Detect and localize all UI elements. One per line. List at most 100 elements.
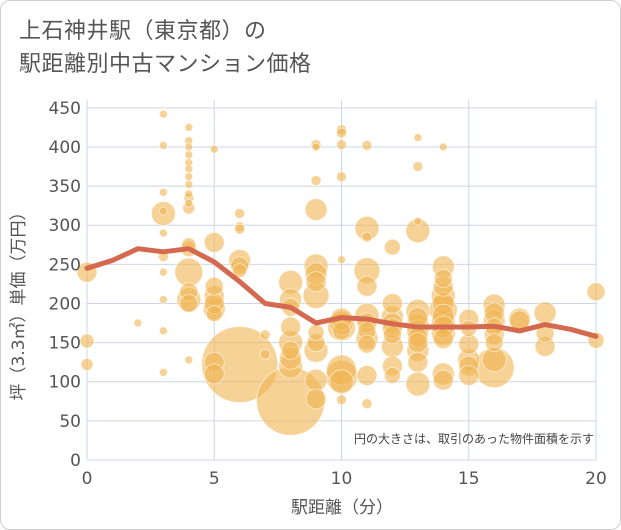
data-point bbox=[329, 369, 354, 395]
data-point bbox=[307, 323, 325, 341]
data-point bbox=[432, 369, 454, 391]
data-point bbox=[234, 223, 246, 235]
data-point bbox=[407, 351, 429, 373]
data-point bbox=[381, 292, 403, 314]
data-point bbox=[383, 238, 401, 256]
data-point bbox=[438, 142, 448, 152]
data-point bbox=[205, 305, 223, 323]
data-point bbox=[533, 301, 557, 325]
data-point bbox=[79, 333, 95, 349]
chart-title-line2: 駅距離別中古マンション価格 bbox=[19, 52, 312, 77]
data-point bbox=[184, 172, 194, 182]
data-point bbox=[259, 329, 271, 341]
data-point bbox=[203, 363, 225, 385]
trend-line bbox=[84, 246, 599, 339]
data-point bbox=[184, 150, 194, 160]
data-point bbox=[405, 371, 431, 397]
data-point bbox=[304, 198, 328, 222]
x-axis-title: 駅距離（分） bbox=[291, 498, 393, 518]
data-point bbox=[336, 139, 347, 151]
data-point bbox=[361, 398, 373, 410]
data-point bbox=[174, 257, 204, 287]
data-point bbox=[259, 348, 271, 360]
data-point bbox=[484, 333, 504, 353]
data-point bbox=[158, 295, 168, 305]
x-tick-label: 15 bbox=[458, 469, 480, 489]
x-tick-labels: 0 5 10 15 20 bbox=[82, 469, 607, 489]
data-point bbox=[158, 109, 168, 119]
data-point bbox=[304, 368, 328, 392]
y-tick-label: 450 bbox=[49, 99, 81, 119]
data-point bbox=[80, 358, 94, 372]
y-tick-label: 350 bbox=[49, 177, 81, 197]
data-point bbox=[204, 276, 224, 296]
data-point bbox=[158, 267, 168, 277]
data-point bbox=[280, 316, 302, 338]
data-point bbox=[158, 367, 168, 377]
data-point bbox=[209, 144, 219, 154]
data-point bbox=[336, 171, 347, 183]
data-point bbox=[432, 328, 454, 350]
data-point bbox=[184, 198, 194, 208]
data-point bbox=[356, 364, 378, 386]
data-point bbox=[305, 388, 327, 410]
x-tick-label: 0 bbox=[82, 469, 93, 489]
x-tick-label: 5 bbox=[209, 469, 220, 489]
data-point bbox=[407, 332, 429, 354]
data-point bbox=[383, 366, 401, 384]
y-tick-label: 100 bbox=[49, 373, 81, 393]
y-axis-title: 坪（3.3㎡）単価（万円） bbox=[9, 203, 29, 400]
data-point bbox=[158, 206, 168, 216]
data-point bbox=[361, 139, 373, 151]
data-point bbox=[158, 187, 168, 197]
x-tick-label: 20 bbox=[585, 469, 607, 489]
data-point bbox=[337, 255, 346, 265]
chart-title: 上石神井駅（東京都）の 駅距離別中古マンション価格 bbox=[19, 15, 579, 81]
y-tick-label: 300 bbox=[49, 216, 81, 236]
y-tick-labels: 0 50 100 150 200 250 300 350 400 450 bbox=[49, 99, 81, 471]
y-tick-label: 250 bbox=[49, 255, 81, 275]
data-point bbox=[412, 161, 424, 173]
data-point bbox=[310, 175, 322, 187]
chart-title-line1: 上石神井駅（東京都）の bbox=[19, 19, 267, 44]
data-point bbox=[201, 326, 279, 404]
data-point bbox=[203, 231, 225, 253]
data-point bbox=[158, 326, 168, 336]
data-point bbox=[281, 340, 301, 360]
data-point bbox=[158, 228, 168, 238]
data-point bbox=[336, 394, 347, 406]
data-point bbox=[158, 140, 168, 150]
data-point bbox=[305, 271, 327, 293]
data-point bbox=[311, 142, 321, 152]
data-point bbox=[361, 231, 373, 243]
data-point bbox=[133, 318, 143, 328]
x-tick-label: 10 bbox=[331, 469, 353, 489]
data-point bbox=[413, 133, 423, 143]
data-point bbox=[184, 142, 194, 152]
data-point bbox=[234, 207, 246, 219]
data-point bbox=[184, 122, 194, 132]
data-point bbox=[413, 216, 423, 226]
y-tick-label: 400 bbox=[49, 138, 81, 158]
y-tick-label: 200 bbox=[49, 294, 81, 314]
data-point bbox=[184, 355, 194, 365]
data-point bbox=[458, 333, 480, 355]
data-point bbox=[336, 127, 347, 139]
grid-lines bbox=[86, 100, 597, 461]
y-tick-label: 150 bbox=[49, 334, 81, 354]
data-point bbox=[184, 180, 194, 190]
data-point bbox=[357, 334, 377, 354]
data-point bbox=[184, 164, 194, 174]
data-point bbox=[179, 293, 199, 313]
data-point bbox=[232, 263, 248, 279]
y-tick-label: 0 bbox=[70, 451, 81, 471]
y-tick-label: 50 bbox=[59, 412, 81, 432]
size-note: 円の大きさは、取引のあった物件面積を示す bbox=[354, 431, 594, 446]
data-point bbox=[458, 364, 480, 386]
data-point bbox=[433, 268, 453, 288]
data-point bbox=[332, 321, 351, 341]
data-point bbox=[382, 325, 402, 345]
data-point bbox=[184, 189, 194, 199]
data-point bbox=[356, 275, 378, 297]
